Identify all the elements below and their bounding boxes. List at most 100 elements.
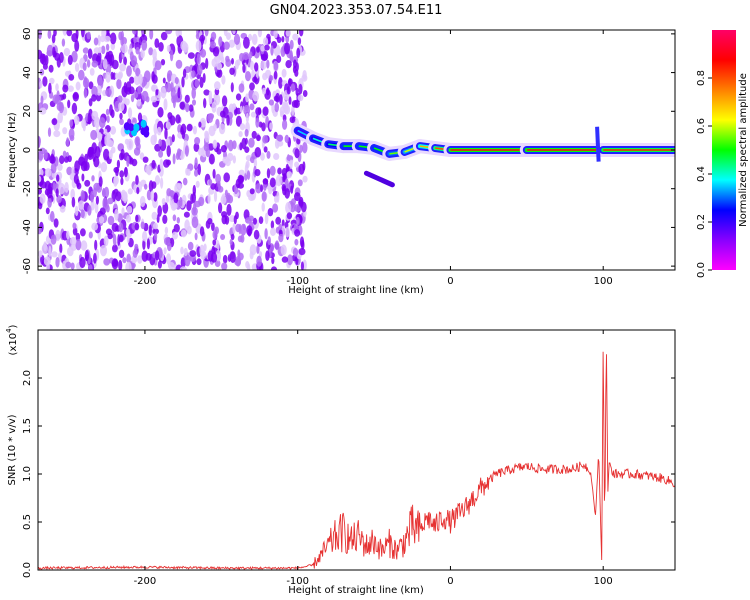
spectrogram-cell [73, 115, 80, 126]
spectrogram-cell [216, 148, 222, 155]
spectrogram-cell [129, 76, 135, 84]
spectrogram-cell [197, 64, 203, 76]
spectrogram-cell [184, 145, 189, 157]
spectrogram-cell [256, 255, 262, 267]
spectrogram-cell [273, 30, 278, 39]
colorbar-tick-label: 0.4 [696, 166, 707, 182]
snr-y-tick-label: 1.0 [22, 466, 33, 482]
spectrogram-cell [38, 226, 42, 235]
spectrogram-cell [78, 200, 85, 210]
spectrogram-cell [78, 69, 85, 81]
spectrogram-cell [166, 45, 171, 53]
spectrogram-cell [142, 239, 146, 250]
spectrogram-cell [55, 83, 59, 92]
spectrogram-cell [78, 156, 86, 166]
spectrogram-cell [72, 222, 77, 230]
spectrogram-cell [90, 191, 94, 203]
spectrogram-cell [150, 134, 157, 146]
spectrogram-cell [167, 262, 175, 270]
spectrogram-cell [120, 177, 124, 186]
snr-x-tick-label: 0 [447, 576, 453, 587]
spectrogram-y-tick-label: 0 [22, 147, 33, 153]
spectrogram-cell [237, 174, 244, 184]
spectrogram-cell [233, 215, 237, 225]
spectrogram-cell [48, 64, 54, 73]
spectrogram-cell [50, 210, 55, 223]
spectrogram-cell [232, 30, 236, 35]
spectrogram-cell [266, 59, 270, 69]
spectrogram-cell [168, 190, 176, 197]
spectrogram-cell [226, 32, 231, 40]
spectrogram-cell [58, 183, 66, 195]
spectrogram-cell [55, 229, 61, 242]
spectrogram-cell [148, 47, 154, 56]
spectrogram-cell [221, 262, 228, 270]
spectrogram-cell [55, 257, 60, 268]
spectrogram-cell [121, 207, 125, 216]
snr-exponent-power: 4 [5, 328, 13, 333]
spectrogram-cell [267, 236, 272, 246]
spectrogram-cell [86, 31, 91, 40]
spectrogram-cell [141, 39, 148, 51]
spectrogram-cell [86, 59, 91, 68]
spectrogram-cell [173, 223, 180, 233]
spectrogram-cell [270, 266, 278, 270]
spectrogram-cell [51, 118, 58, 126]
spectrogram-cell [177, 87, 181, 99]
spectrogram-cell [175, 30, 181, 37]
spectrogram-cell [242, 64, 246, 73]
spectrogram-cell [122, 257, 127, 264]
spectrogram-cell [294, 229, 301, 237]
spectrogram-cell [299, 30, 304, 37]
spectrogram-cell [248, 51, 253, 59]
spectrogram-cell [238, 169, 245, 177]
spectrogram-cell [127, 188, 133, 195]
spectrogram-cell [145, 164, 152, 175]
spectrogram-cell [67, 85, 74, 92]
spectrogram-cell [66, 30, 73, 37]
spectrogram-cell [150, 190, 155, 202]
spectrogram-cell [234, 59, 239, 70]
snr-frame [37, 329, 676, 571]
spectrogram-cell [292, 247, 299, 257]
spectrogram-cell [298, 83, 303, 95]
spectrogram-cell [238, 83, 245, 93]
spectrogram-cell [100, 244, 107, 257]
spectrogram-cell [135, 142, 141, 151]
spectrogram-cell [273, 61, 279, 71]
spectrogram-cell [176, 148, 182, 158]
spectrogram-cell [53, 130, 61, 138]
spectrogram-cell [105, 228, 113, 236]
spectrogram-cell [48, 245, 52, 258]
spectrogram-cell [102, 58, 108, 70]
spectrogram-cell [191, 87, 196, 100]
spectrogram-cell [180, 229, 187, 238]
spectrogram-cell [59, 155, 65, 165]
spectrogram-cell [232, 222, 236, 234]
colorbar-label: Normalized spectral amplitude [738, 73, 749, 227]
spectrogram-cell [251, 130, 257, 139]
spectrogram-cell [260, 54, 268, 61]
spectrogram-cell [146, 189, 152, 201]
spectrogram-cell [175, 59, 183, 69]
spectrogram-cell [264, 44, 270, 51]
spectrogram-cell [89, 68, 95, 76]
spectrogram-cell [243, 104, 251, 116]
spectrogram-cell [41, 243, 48, 254]
spectrogram-cell [146, 238, 150, 250]
spectrogram-cell [286, 86, 291, 95]
spectrogram-cell [266, 168, 271, 179]
spectrogram-cell [90, 129, 98, 141]
colorbar-gradient [712, 30, 736, 270]
spectrogram-cell [157, 107, 164, 118]
spectrogram-cell [44, 168, 52, 177]
spectrogram-cell [176, 217, 180, 224]
spectrogram-cell [265, 250, 270, 261]
spectrogram-cell [105, 108, 110, 116]
spectrogram-cell [91, 94, 97, 102]
spectrogram-cell [80, 228, 86, 237]
spectrogram-cell [189, 250, 197, 257]
spectrogram-cell [229, 67, 235, 76]
spectrogram-cell [81, 30, 85, 38]
colorbar-ticks: 0.0 0.2 0.4 0.6 0.8 [696, 70, 712, 278]
